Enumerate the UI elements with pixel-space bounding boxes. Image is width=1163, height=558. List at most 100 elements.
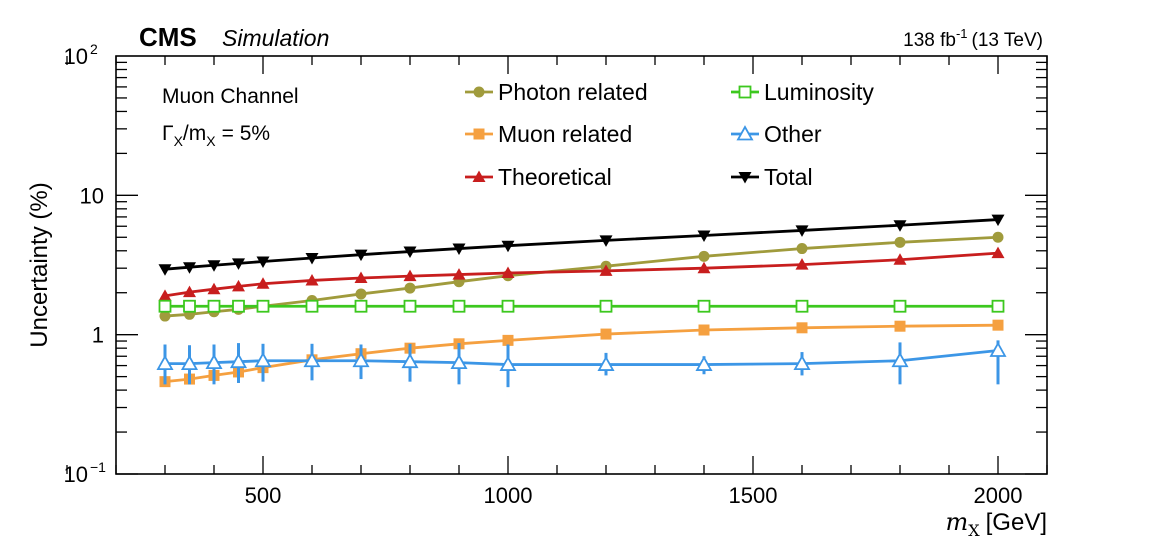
data-point	[894, 320, 906, 332]
plot-frame	[115, 55, 1048, 475]
data-point	[599, 235, 613, 247]
data-point	[156, 354, 174, 370]
data-point	[207, 282, 221, 295]
y-tick-label: 1	[92, 323, 104, 348]
data-point	[795, 225, 809, 237]
data-point	[305, 253, 319, 265]
series-muon-related	[159, 319, 1004, 388]
data-point	[698, 250, 710, 262]
data-point	[893, 299, 907, 313]
series-line	[164, 323, 999, 384]
data-point	[793, 354, 811, 370]
data-point	[893, 220, 907, 232]
data-point	[403, 269, 417, 282]
data-point	[796, 322, 808, 334]
data-point	[256, 256, 270, 269]
x-tick-label: 500	[245, 483, 282, 508]
data-point	[499, 355, 517, 371]
data-point	[159, 310, 171, 322]
data-point	[695, 355, 713, 371]
data-point	[450, 353, 468, 370]
series-photon-related	[159, 231, 1004, 322]
x-tick-label: 1500	[729, 483, 778, 508]
data-point	[158, 299, 172, 313]
data-point	[991, 214, 1005, 227]
y-tick-label: 10	[80, 183, 104, 208]
x-tick-label: 1000	[484, 483, 533, 508]
legend-marker	[472, 170, 486, 182]
data-point	[256, 277, 270, 289]
y-tick-exponent: −1	[90, 459, 106, 475]
data-point	[205, 353, 223, 370]
legend-marker	[738, 172, 752, 184]
series-line	[164, 235, 999, 318]
legend-marker	[738, 85, 752, 99]
data-point	[697, 299, 711, 313]
data-point	[597, 355, 615, 371]
data-point	[303, 351, 321, 368]
legend-marker	[736, 125, 754, 141]
data-point	[207, 299, 221, 313]
legend-label: Theoretical	[498, 164, 612, 190]
legend-entry-muon-related: Muon related	[465, 121, 632, 147]
data-point	[254, 351, 272, 368]
width-sub-gamma: X	[174, 133, 184, 149]
data-point	[232, 279, 245, 292]
data-point	[991, 246, 1005, 259]
x-axis-symbol: m	[945, 508, 968, 536]
data-point	[158, 264, 172, 276]
legend-label: Luminosity	[764, 79, 874, 105]
data-point	[256, 299, 270, 313]
legend-label: Other	[764, 121, 822, 147]
data-point	[992, 231, 1004, 243]
width-label: ΓX/mX = 5%	[162, 122, 270, 149]
lumi-exponent: -1	[956, 26, 968, 41]
legend-label: Total	[764, 164, 813, 190]
data-point	[452, 268, 466, 280]
data-point	[894, 236, 906, 248]
x-axis-unit: [GeV]	[986, 509, 1047, 536]
data-point	[355, 288, 367, 300]
y-tick-label: 10	[64, 462, 88, 487]
x-axis-label: mX [GeV]	[945, 508, 1047, 540]
data-point	[501, 240, 515, 253]
width-gamma: Γ	[162, 122, 174, 145]
legend-entry-theoretical: Theoretical	[465, 164, 612, 190]
width-value: = 5%	[222, 122, 270, 145]
x-axis-subscript: X	[968, 521, 980, 540]
legend-entry-other: Other	[731, 121, 822, 147]
data-point	[697, 261, 711, 274]
lumi-energy: (13 TeV)	[972, 30, 1043, 51]
legend-label: Muon related	[498, 121, 632, 147]
data-point	[452, 243, 466, 256]
data-point	[502, 334, 514, 346]
data-point	[795, 299, 809, 313]
x-tick-label: 2000	[974, 483, 1023, 508]
data-point	[180, 354, 199, 370]
data-point	[600, 328, 612, 340]
experiment-label: CMS	[139, 22, 197, 52]
legend-marker	[473, 86, 485, 98]
legend: Photon related Muon related Theoretical Lum…	[465, 79, 874, 190]
series-theoretical	[158, 246, 1005, 301]
legend-entry-total: Total	[731, 164, 813, 190]
data-point	[501, 299, 515, 313]
data-point	[354, 299, 368, 313]
data-point	[305, 273, 319, 286]
data-point	[891, 351, 909, 368]
data-point	[599, 264, 613, 276]
luminosity-label: 138 fb-1 (13 TeV)	[903, 26, 1043, 51]
axis-ticks	[66, 56, 1048, 475]
series-total	[158, 214, 1005, 276]
data-point	[796, 243, 808, 255]
y-axis-label: Uncertainty (%)	[26, 182, 53, 347]
data-point	[403, 299, 417, 313]
data-point	[183, 299, 196, 313]
data-point	[232, 299, 245, 313]
data-point	[404, 282, 416, 294]
data-point	[452, 299, 466, 313]
series-luminosity	[158, 299, 1005, 313]
data-point	[354, 249, 368, 262]
